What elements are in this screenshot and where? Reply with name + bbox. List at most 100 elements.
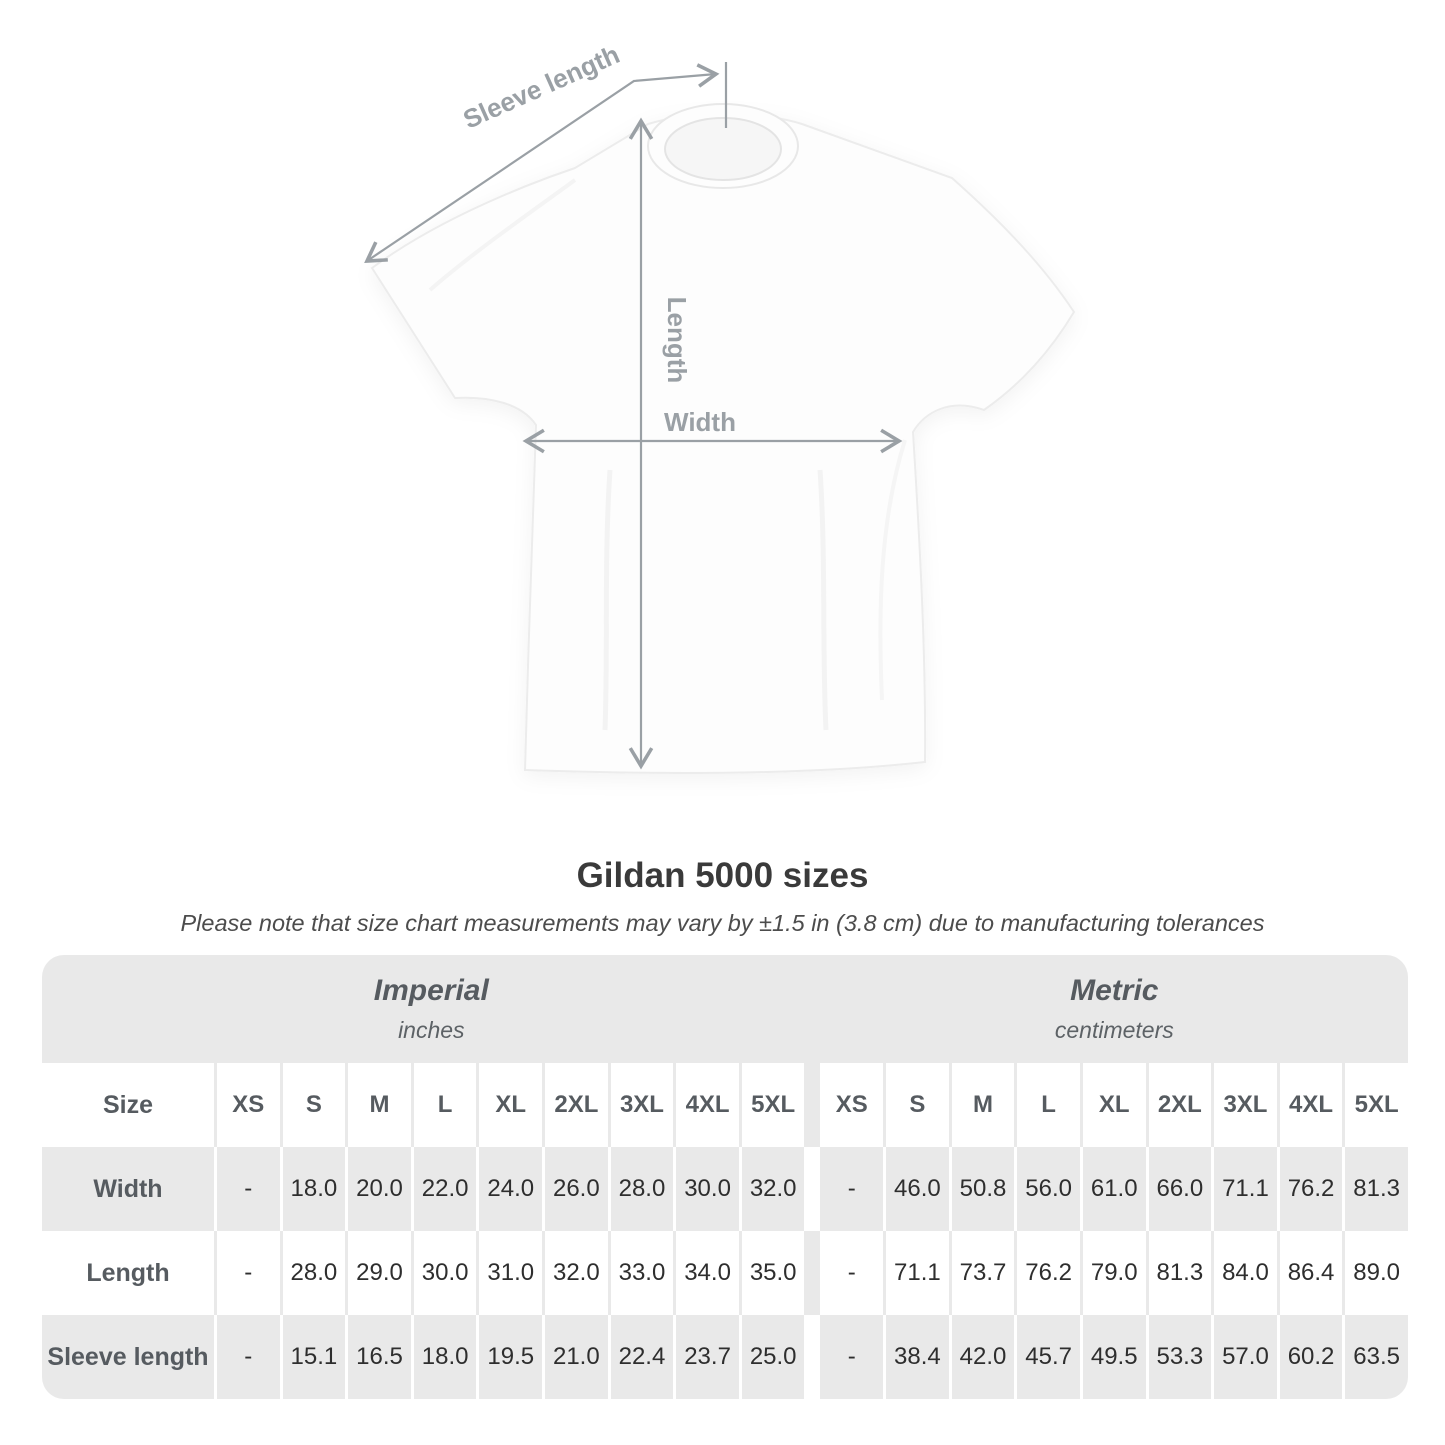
table-cell: -: [820, 1231, 884, 1315]
row-label: Length: [42, 1231, 214, 1315]
table-cell: 81.3: [1345, 1147, 1408, 1231]
table-cell: 28.0: [610, 1147, 674, 1231]
table-cell: XS: [217, 1063, 280, 1147]
table-cell: 71.1: [1214, 1147, 1277, 1231]
table-cell: 5XL: [1345, 1063, 1408, 1147]
table-cell: XL: [479, 1063, 543, 1147]
table-cell: 3XL: [1214, 1063, 1277, 1147]
table-cell: 89.0: [1345, 1231, 1408, 1315]
table-cell: 49.5: [1082, 1315, 1146, 1399]
table-cell: S: [886, 1063, 949, 1147]
size-table: Imperial inches Metric centimeters Size X…: [42, 955, 1408, 1399]
table-cell: 60.2: [1279, 1315, 1343, 1399]
table-cell: 31.0: [479, 1231, 543, 1315]
size-header-row: Size XS S M L XL 2XL 3XL 4XL 5XL XS S M L XL 2XL 3XL 4XL 5…: [42, 1063, 1408, 1147]
unit-header-band: Imperial inches Metric centimeters: [42, 955, 1408, 1063]
table-cell: L: [1017, 1063, 1080, 1147]
size-table-rows: Size XS S M L XL 2XL 3XL 4XL 5XL XS S M L XL 2XL 3XL 4XL 5…: [42, 1063, 1408, 1399]
row-label: Size: [42, 1063, 214, 1147]
tshirt-measurement-diagram: Sleeve length Length Width: [364, 39, 1076, 774]
table-cell: 20.0: [348, 1147, 411, 1231]
tolerance-note: Please note that size chart measurements…: [180, 910, 1265, 936]
table-cell: -: [217, 1315, 280, 1399]
group-divider: [807, 1063, 817, 1147]
table-cell: 30.0: [413, 1231, 477, 1315]
imperial-unit: inches: [398, 1017, 465, 1043]
table-cell: 71.1: [886, 1231, 949, 1315]
table-cell: 50.8: [951, 1147, 1015, 1231]
table-cell: 53.3: [1148, 1315, 1212, 1399]
data-row-width: Width -18.0 20.0 22.0 24.0 26.0 28.0 30.0 32.0-4…: [42, 1147, 1408, 1231]
table-cell: 16.5: [348, 1315, 411, 1399]
table-cell: L: [413, 1063, 477, 1147]
table-cell: 46.0: [886, 1147, 949, 1231]
table-cell: -: [820, 1315, 884, 1399]
table-cell: 18.0: [413, 1315, 477, 1399]
table-cell: 18.0: [282, 1147, 346, 1231]
table-cell: 56.0: [1017, 1147, 1080, 1231]
table-cell: 61.0: [1082, 1147, 1146, 1231]
table-cell: 81.3: [1148, 1231, 1212, 1315]
table-cell: -: [820, 1147, 884, 1231]
page-title: Gildan 5000 sizes: [576, 856, 869, 895]
metric-header: Metric centimeters: [821, 955, 1408, 1063]
table-cell: 2XL: [545, 1063, 608, 1147]
table-cell: 25.0: [741, 1315, 805, 1399]
row-label: Sleeve length: [42, 1315, 214, 1399]
group-divider: [807, 1231, 817, 1315]
table-cell: 57.0: [1214, 1315, 1277, 1399]
table-cell: -: [217, 1147, 280, 1231]
table-cell: 2XL: [1148, 1063, 1212, 1147]
table-cell: 24.0: [479, 1147, 543, 1231]
table-cell: 3XL: [610, 1063, 674, 1147]
metric-label: Metric: [1070, 974, 1159, 1007]
table-cell: 21.0: [545, 1315, 608, 1399]
table-cell: 28.0: [282, 1231, 346, 1315]
table-cell: 23.7: [676, 1315, 739, 1399]
table-cell: 73.7: [951, 1231, 1015, 1315]
table-cell: 22.0: [413, 1147, 477, 1231]
table-cell: 15.1: [282, 1315, 346, 1399]
table-cell: 86.4: [1279, 1231, 1343, 1315]
table-cell: 4XL: [676, 1063, 739, 1147]
group-divider: [807, 1147, 817, 1231]
table-cell: M: [348, 1063, 411, 1147]
table-cell: 63.5: [1345, 1315, 1408, 1399]
table-cell: 84.0: [1214, 1231, 1277, 1315]
table-cell: -: [217, 1231, 280, 1315]
imperial-header: Imperial inches: [42, 955, 821, 1063]
table-cell: M: [951, 1063, 1015, 1147]
width-label: Width: [664, 407, 736, 437]
table-cell: 35.0: [741, 1231, 805, 1315]
table-cell: XL: [1082, 1063, 1146, 1147]
table-cell: 22.4: [610, 1315, 674, 1399]
table-cell: 38.4: [886, 1315, 949, 1399]
table-cell: 76.2: [1279, 1147, 1343, 1231]
table-cell: 4XL: [1279, 1063, 1343, 1147]
table-cell: 45.7: [1017, 1315, 1080, 1399]
data-row-sleeve-length: Sleeve length -15.1 16.5 18.0 19.5 21.0 22.4 23…: [42, 1315, 1408, 1399]
imperial-label: Imperial: [373, 974, 489, 1007]
table-cell: 42.0: [951, 1315, 1015, 1399]
table-cell: 66.0: [1148, 1147, 1212, 1231]
metric-unit: centimeters: [1054, 1017, 1174, 1043]
table-cell: 79.0: [1082, 1231, 1146, 1315]
table-cell: 34.0: [676, 1231, 739, 1315]
table-cell: 5XL: [741, 1063, 805, 1147]
table-cell: XS: [820, 1063, 884, 1147]
table-cell: S: [282, 1063, 346, 1147]
group-divider: [807, 1315, 817, 1399]
data-row-length: Length -28.0 29.0 30.0 31.0 32.0 33.0 34.0 35.0-…: [42, 1231, 1408, 1315]
length-label: Length: [662, 297, 692, 384]
sleeve-length-label: Sleeve length: [459, 39, 624, 135]
table-cell: 29.0: [348, 1231, 411, 1315]
table-cell: 33.0: [610, 1231, 674, 1315]
table-cell: 19.5: [479, 1315, 543, 1399]
row-label: Width: [42, 1147, 214, 1231]
table-cell: 26.0: [545, 1147, 608, 1231]
table-cell: 30.0: [676, 1147, 739, 1231]
tshirt-graphic: [370, 103, 1076, 774]
sleeve-length-arrow: [364, 63, 720, 263]
table-cell: 32.0: [545, 1231, 608, 1315]
table-cell: 76.2: [1017, 1231, 1080, 1315]
